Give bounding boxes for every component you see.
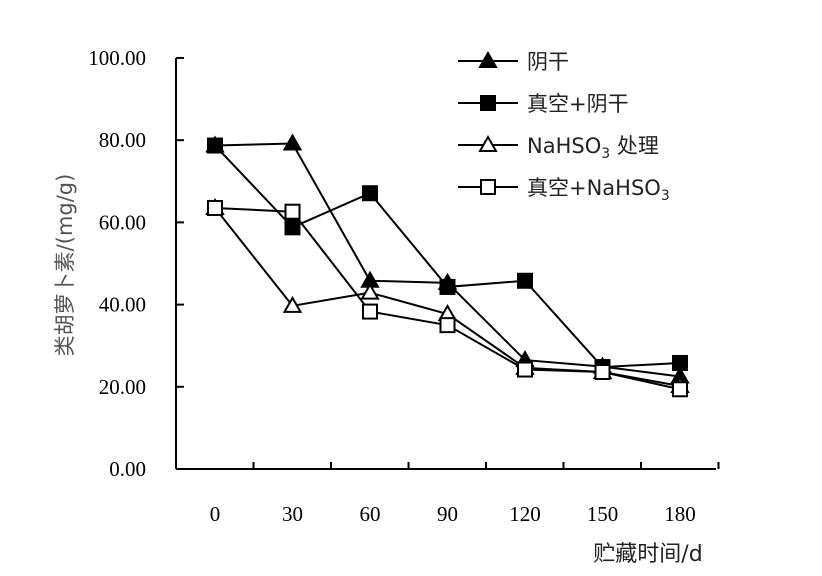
x-axis: 0 30 60 90 120 150 180 — [175, 462, 720, 526]
data-point — [439, 278, 456, 295]
x-tick-label: 180 — [664, 502, 696, 526]
data-point — [207, 137, 223, 154]
y-tick-label: 80.00 — [99, 128, 146, 152]
x-tick-label: 30 — [282, 502, 303, 526]
x-tick-label: 0 — [210, 502, 221, 526]
legend-item: 真空+NaHSO3 — [458, 176, 670, 204]
data-point — [478, 134, 498, 152]
data-point — [284, 219, 301, 236]
x-tick-label: 90 — [437, 502, 458, 526]
data-point — [282, 295, 303, 313]
data-point — [594, 364, 611, 381]
y-axis-label: 类胡萝卜素/(mg/g) — [53, 174, 77, 357]
y-tick-label: 0.00 — [109, 457, 146, 481]
x-axis-label: 贮藏时间/d — [593, 542, 702, 567]
legend-item: NaHSO3 处理 — [458, 134, 659, 162]
data-point — [672, 381, 688, 398]
series-2 — [207, 137, 688, 376]
data-point — [207, 200, 223, 217]
legend-item: 阴干 — [458, 50, 569, 74]
y-tick-label: 60.00 — [99, 210, 146, 234]
data-point — [480, 179, 496, 195]
x-tick-label: 60 — [360, 502, 381, 526]
series-group — [205, 133, 690, 398]
y-axis: 0.00 20.00 40.00 60.00 80.00 100.00 — [88, 46, 184, 481]
x-tick-label: 120 — [509, 502, 541, 526]
legend-label: NaHSO3 处理 — [527, 134, 659, 162]
data-point — [480, 95, 496, 111]
y-tick-label: 100.00 — [88, 46, 146, 70]
series-1 — [205, 133, 690, 384]
y-tick-label: 40.00 — [99, 293, 146, 317]
legend-label: 真空+NaHSO3 — [527, 176, 670, 204]
legend-label: 真空+阴干 — [527, 92, 629, 116]
legend-label: 阴干 — [527, 50, 569, 74]
y-tick-label: 20.00 — [99, 375, 146, 399]
data-point — [360, 282, 380, 300]
series-3 — [205, 197, 690, 393]
data-point — [517, 361, 533, 378]
data-point — [439, 317, 456, 334]
x-tick-label: 150 — [587, 502, 619, 526]
data-point — [284, 203, 301, 220]
legend-item: 真空+阴干 — [458, 92, 629, 116]
data-point — [362, 185, 378, 202]
data-point — [282, 133, 303, 151]
data-point — [478, 50, 498, 68]
data-point — [672, 354, 688, 371]
data-point — [362, 303, 378, 320]
data-point — [517, 272, 533, 289]
series-4 — [207, 200, 688, 398]
